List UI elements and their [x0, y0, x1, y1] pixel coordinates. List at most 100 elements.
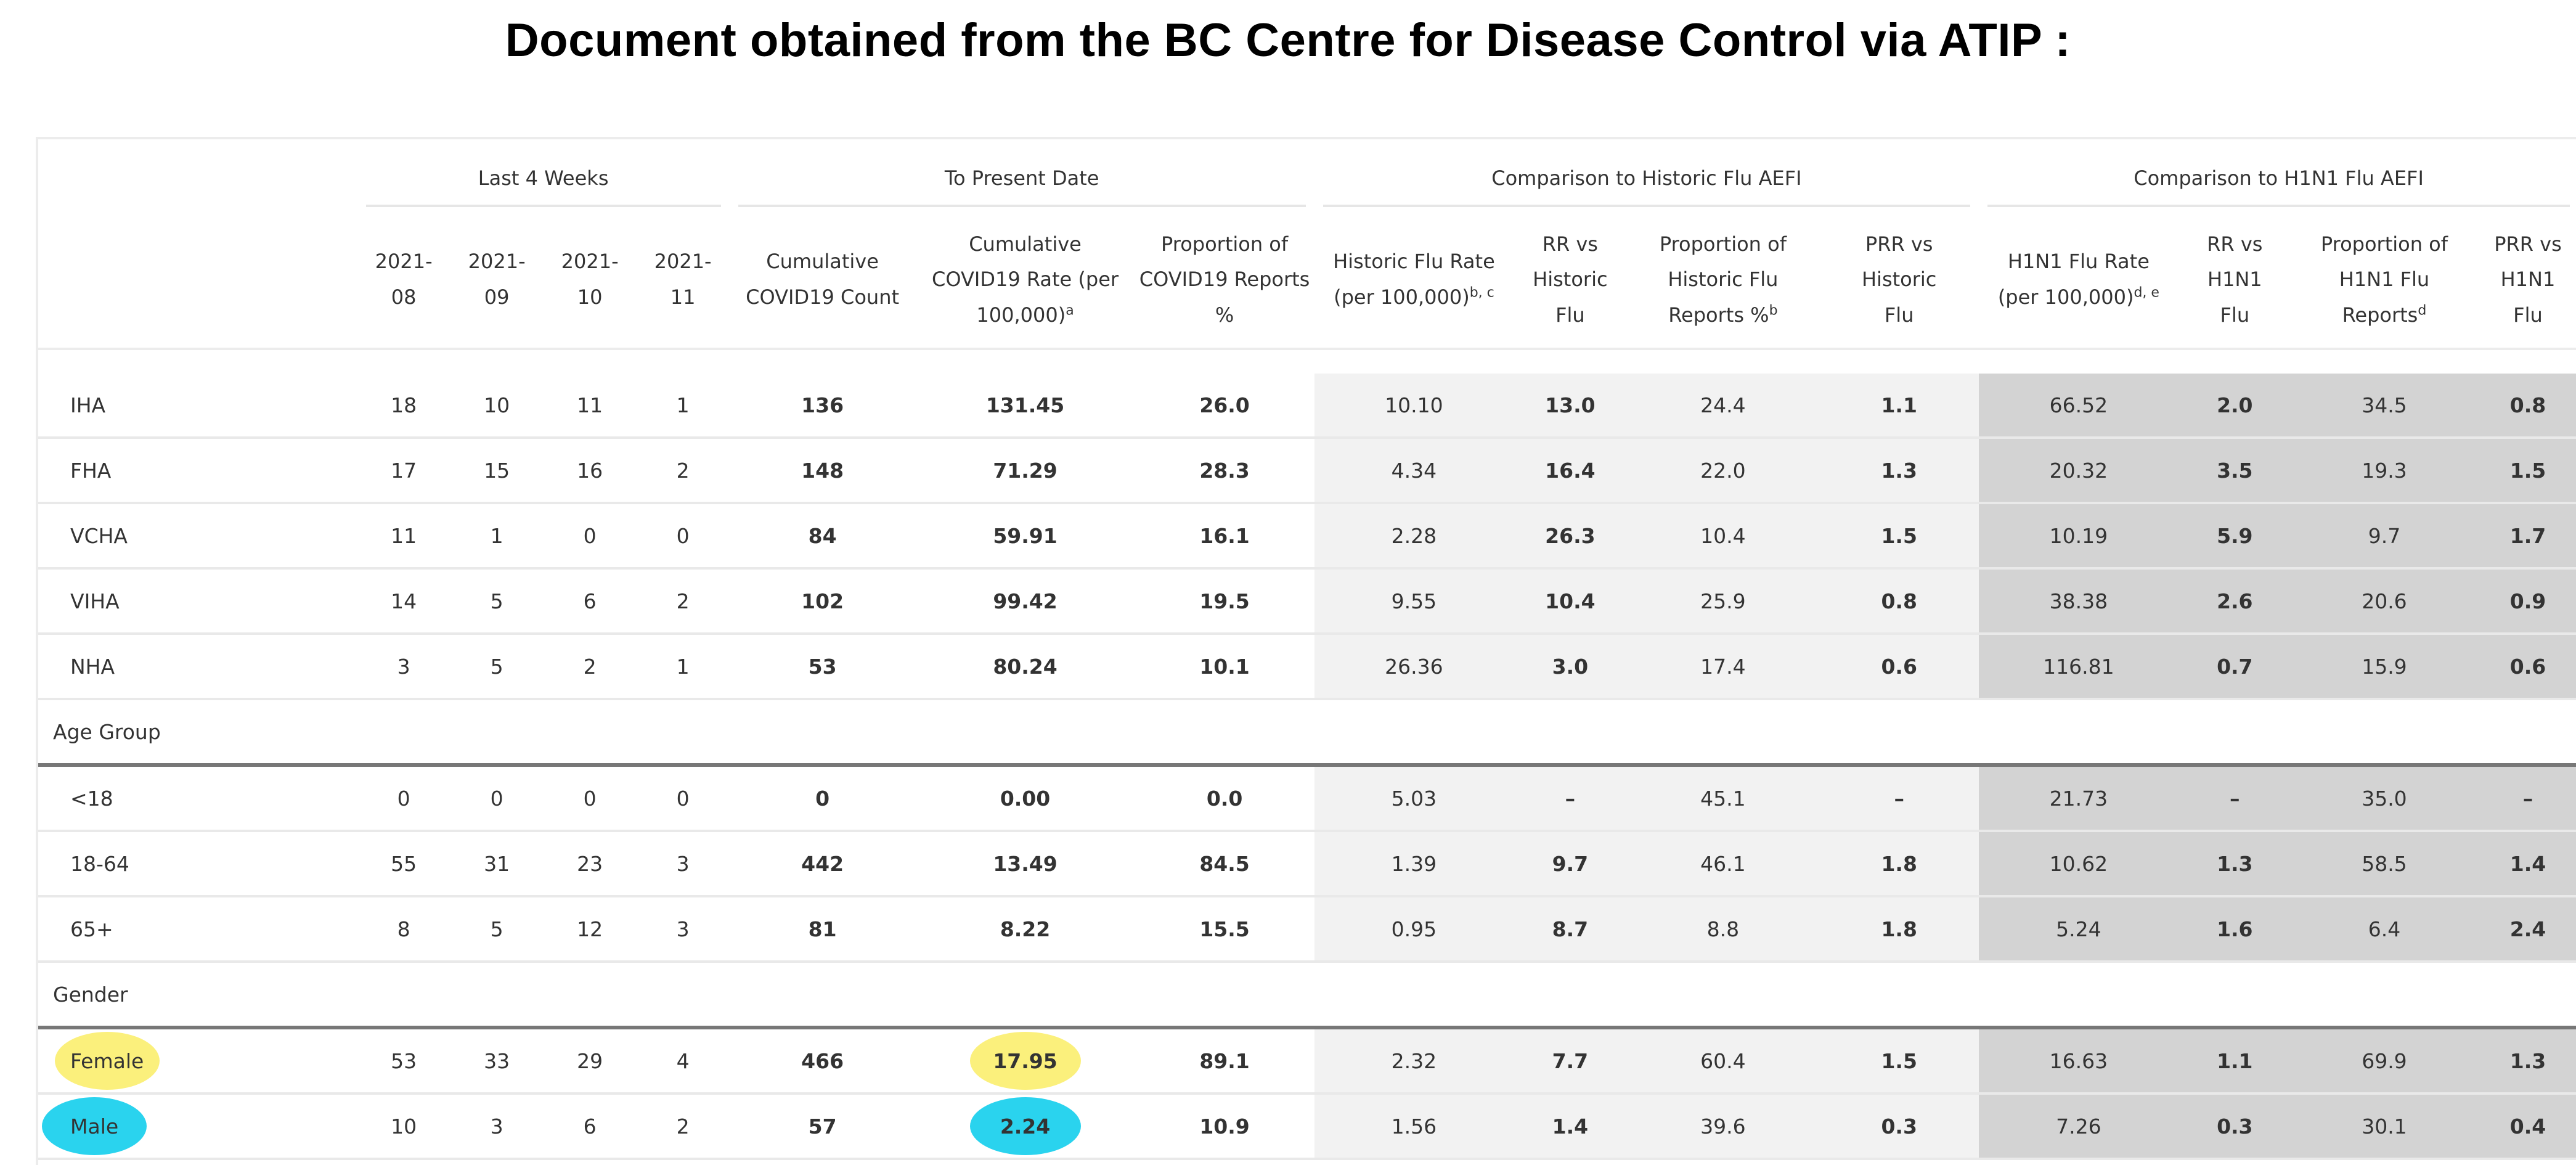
- aefi-comparison-table: Last 4 Weeks To Present Date Comparison …: [38, 139, 2576, 1160]
- header-line: 2021-: [375, 250, 433, 274]
- cell-w11: 4: [636, 1028, 730, 1095]
- cell-prop-h1n1: 34.5: [2291, 374, 2477, 439]
- highlight-wrap: 2.24: [969, 1097, 1081, 1155]
- cell-rr-hist: 9.7: [1514, 831, 1627, 897]
- cell-prop-h1n1: 6.4: [2291, 896, 2477, 963]
- cell-rr-h1n1: 1.6: [2178, 896, 2291, 963]
- cell-w10: 12: [543, 896, 637, 963]
- section-label: Gender: [38, 962, 2576, 1029]
- cell-h1n1-rate: 66.52: [1979, 374, 2179, 439]
- header-line: 10: [577, 285, 603, 309]
- cell-hist-rate: 1.39: [1314, 831, 1514, 897]
- cell-prop-h1n1: 58.5: [2291, 831, 2477, 897]
- cell-value: 17.95: [993, 1048, 1058, 1073]
- column-header-w10: 2021- 10: [543, 212, 637, 350]
- column-header-prop-h1n1: Proportion of H1N1 Flu Reportsd: [2291, 212, 2477, 350]
- cell-w08: 18: [357, 374, 450, 439]
- cell-rr-hist: 7.7: [1514, 1028, 1627, 1095]
- cell-prr-h1n1: 1.5: [2477, 438, 2576, 504]
- cell-w11: 2: [636, 438, 730, 504]
- group-header-last-4-weeks: Last 4 Weeks: [357, 139, 730, 212]
- table-row: IHA 18 10 11 1 136 131.45 26.0 10.10 13.0 24.4 1.1 6…: [38, 374, 2576, 439]
- cell-prr-hist: 1.5: [1819, 503, 1979, 570]
- cell-w09: 5: [450, 634, 544, 700]
- cell-w09: 31: [450, 831, 544, 897]
- cell-prop-h1n1: 35.0: [2291, 765, 2477, 832]
- cell-prr-h1n1: 2.4: [2477, 896, 2576, 963]
- cell-cum-rate: 0.00: [915, 765, 1135, 832]
- header-line: 2021-: [654, 250, 712, 274]
- cell-prr-hist: 1.5: [1819, 1028, 1979, 1095]
- empty-header-cell: [38, 212, 357, 350]
- group-label: Last 4 Weeks: [365, 166, 721, 207]
- header-footnote-marker: b, c: [1469, 285, 1494, 301]
- cell-prop: 89.1: [1135, 1028, 1314, 1095]
- cell-prop: 10.9: [1135, 1093, 1314, 1160]
- cell-w11: 1: [636, 374, 730, 439]
- cell-cum-count: 136: [729, 374, 916, 439]
- cell-w11: 0: [636, 503, 730, 570]
- cell-w10: 23: [543, 831, 637, 897]
- column-header-hist-rate: Historic Flu Rate (per 100,000)b, c: [1314, 212, 1514, 350]
- cell-prop-h1n1: 19.3: [2291, 438, 2477, 504]
- header-line: PRR vs: [2494, 232, 2562, 256]
- header-line: (per 100,000): [1334, 285, 1470, 309]
- cell-h1n1-rate: 16.63: [1979, 1028, 2179, 1095]
- cell-rr-h1n1: 1.1: [2178, 1028, 2291, 1095]
- header-line: 2021-: [561, 250, 619, 274]
- column-header-rr-h1n1: RR vs H1N1 Flu: [2178, 212, 2291, 350]
- cell-prop-hist: 45.1: [1626, 765, 1820, 832]
- spacer-row: [38, 349, 2576, 374]
- header-line: Cumulative: [766, 250, 879, 274]
- cell-prr-h1n1: 0.8: [2477, 374, 2576, 439]
- cell-hist-rate: 4.34: [1314, 438, 1514, 504]
- cell-prop: 84.5: [1135, 831, 1314, 897]
- row-label: VCHA: [38, 503, 357, 570]
- header-line: %: [1215, 303, 1234, 327]
- document-title: Document obtained from the BC Centre for…: [505, 14, 2071, 67]
- cell-prop-hist: 17.4: [1626, 634, 1820, 700]
- cell-rr-h1n1: 0.3: [2178, 1093, 2291, 1160]
- cell-rr-h1n1: 0.7: [2178, 634, 2291, 700]
- row-label: NHA: [38, 634, 357, 700]
- header-line: 09: [484, 285, 510, 309]
- group-label: Comparison to H1N1 Flu AEFI: [1987, 166, 2570, 207]
- highlight-mark: [54, 1032, 160, 1090]
- cell-prr-h1n1: 1.7: [2477, 503, 2576, 570]
- cell-w11: 0: [636, 765, 730, 832]
- header-line: H1N1: [2500, 268, 2556, 292]
- cell-cum-rate: 8.22: [915, 896, 1135, 963]
- table-row: VCHA 11 1 0 0 84 59.91 16.1 2.28 26.3 10.4 1.5 10.19…: [38, 503, 2576, 570]
- table-row: <18 0 0 0 0 0 0.00 0.0 5.03–45.1–21.73–35.0–: [38, 765, 2576, 832]
- cell-cum-rate: 59.91: [915, 503, 1135, 570]
- header-line: Historic: [1861, 268, 1937, 292]
- cell-prr-hist: –: [1819, 765, 1979, 832]
- header-line: Reports %: [1668, 303, 1769, 327]
- cell-prop: 16.1: [1135, 503, 1314, 570]
- cell-hist-rate: 26.36: [1314, 634, 1514, 700]
- cell-rr-h1n1: 2.0: [2178, 374, 2291, 439]
- section-header-row: Age Group: [38, 699, 2576, 767]
- cell-prop: 10.1: [1135, 634, 1314, 700]
- header-line: PRR vs: [1865, 232, 1933, 256]
- cell-w10: 16: [543, 438, 637, 504]
- header-line: 2021-: [468, 250, 526, 274]
- row-label: 65+: [38, 896, 357, 963]
- row-label-text: Male: [70, 1114, 119, 1138]
- cell-rr-h1n1: 3.5: [2178, 438, 2291, 504]
- cell-cum-count: 442: [729, 831, 916, 897]
- header-line: H1N1: [2207, 268, 2262, 292]
- cell-prop-hist: 60.4: [1626, 1028, 1820, 1095]
- header-line: Flu: [1555, 303, 1585, 327]
- table-row: 65+ 8 5 12 3 81 8.22 15.5 0.95 8.7 8.8 1.8 5.24 1.6 6.…: [38, 896, 2576, 963]
- cell-cum-count: 0: [729, 765, 916, 832]
- header-line: RR vs: [2207, 232, 2263, 256]
- cell-prop-hist: 25.9: [1626, 568, 1820, 635]
- cell-prr-hist: 1.8: [1819, 831, 1979, 897]
- cell-cum-rate: 131.45: [915, 374, 1135, 439]
- header-line: Proportion of: [2320, 232, 2448, 256]
- cell-w08: 53: [357, 1028, 450, 1095]
- group-header-to-present-date: To Present Date: [730, 139, 1314, 212]
- column-header-prr-hist: PRR vs Historic Flu: [1819, 212, 1979, 350]
- cell-w09: 10: [450, 374, 544, 439]
